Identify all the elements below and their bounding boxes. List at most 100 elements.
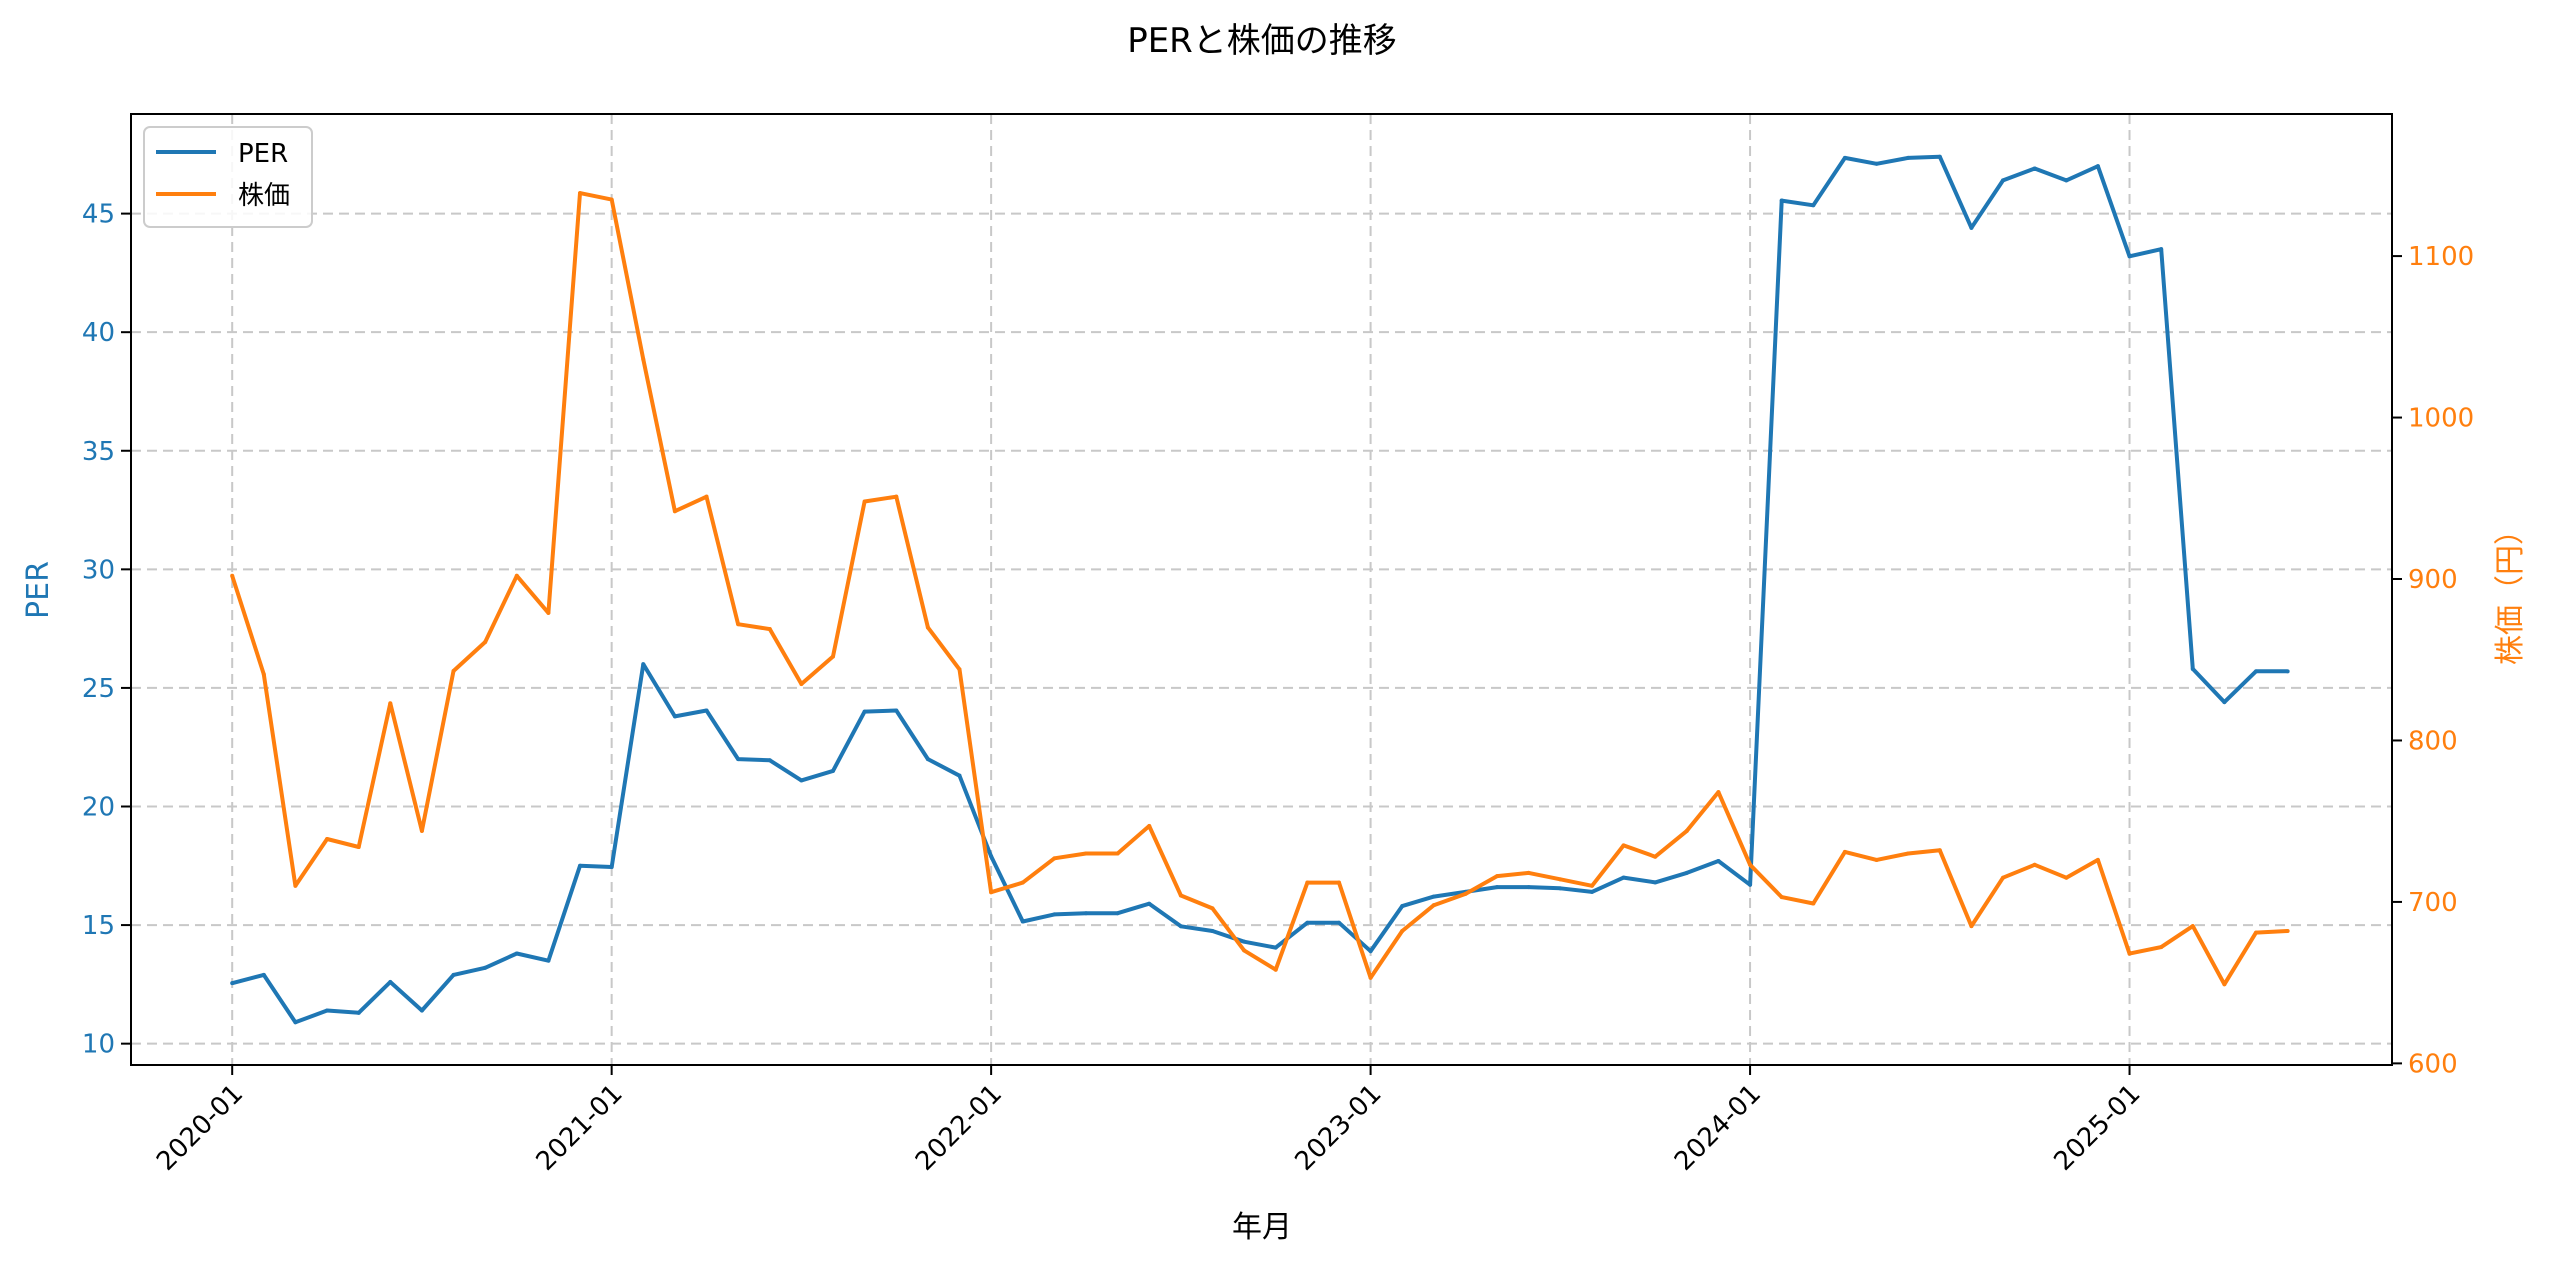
per-point [1083, 911, 1088, 916]
per-point [2032, 166, 2037, 171]
y-tick-label: 15 [82, 911, 115, 941]
price-point [1368, 975, 1373, 980]
price-point [925, 625, 930, 630]
price-point [1589, 883, 1594, 888]
per-point [1621, 875, 1626, 880]
per-point [1684, 870, 1689, 875]
price-point [230, 573, 235, 578]
per-point [261, 972, 266, 977]
price-point [1969, 924, 1974, 929]
plot-frame [130, 113, 2393, 1066]
per-point [1716, 859, 1721, 864]
per-point [419, 1008, 424, 1013]
y-axis-label: PER [21, 561, 56, 619]
per-point [1115, 911, 1120, 916]
price-point [356, 845, 361, 850]
per-point [799, 778, 804, 783]
per-point [894, 708, 899, 713]
price-point [1495, 874, 1500, 879]
price-point [1906, 851, 1911, 856]
y2-tick-label: 800 [2408, 726, 2458, 756]
grid [131, 114, 2392, 1065]
price-point [261, 672, 266, 677]
price-point [831, 654, 836, 659]
x-tick-label: 2022-01 [910, 1079, 1008, 1177]
price-point [419, 828, 424, 833]
y-axis-left: 10 15 20 25 30 35 40 45 [82, 200, 131, 1060]
price-point [862, 499, 867, 504]
per-point [2285, 669, 2290, 674]
price-point [1874, 857, 1879, 862]
per-point [1210, 929, 1215, 934]
per-point [546, 958, 551, 963]
per-point [1431, 894, 1436, 899]
per-point [2254, 669, 2259, 674]
per-point [1495, 885, 1500, 890]
per-point [388, 979, 393, 984]
per-point [1305, 920, 1310, 925]
price-point [2222, 982, 2227, 987]
x-axis-label: 年月 [1232, 1210, 1292, 1245]
per-point [1368, 949, 1373, 954]
per-point [1400, 904, 1405, 909]
price-point [989, 890, 994, 895]
y2-tick-label: 700 [2408, 888, 2458, 918]
y-tick-label: 10 [82, 1030, 115, 1060]
y-tick-label: 35 [82, 437, 115, 467]
per-point [957, 773, 962, 778]
per-point [1273, 945, 1278, 950]
per-point [1178, 924, 1183, 929]
price-point [1052, 856, 1057, 861]
price-point [609, 197, 614, 202]
price-point [2190, 924, 2195, 929]
x-tick-label: 2020-01 [151, 1079, 249, 1177]
price-point [704, 494, 709, 499]
legend-label-per: PER [238, 139, 288, 169]
per-point [483, 965, 488, 970]
price-point [799, 681, 804, 686]
per-point [767, 758, 772, 763]
price-point [293, 883, 298, 888]
per-point [1969, 225, 1974, 230]
per-point [451, 972, 456, 977]
price-point [2001, 875, 2006, 880]
x-tick-label: 2025-01 [2048, 1079, 2146, 1177]
price-point [1115, 851, 1120, 856]
per-point [2127, 254, 2132, 259]
price-point [2127, 951, 2132, 956]
price-point [1431, 903, 1436, 908]
per-point [2190, 666, 2195, 671]
per-point [1336, 920, 1341, 925]
y-tick-label: 45 [82, 200, 115, 230]
price-point [578, 191, 583, 196]
legend-label-price: 株価 [238, 181, 290, 211]
per-point [1526, 885, 1531, 890]
per-point [831, 768, 836, 773]
legend: PER 株価 [143, 126, 313, 228]
per-point [1842, 155, 1847, 160]
per-point [2222, 700, 2227, 705]
y2-tick-label: 600 [2408, 1049, 2458, 1079]
per-point [1052, 912, 1057, 917]
y-axis-right: 600 700 800 900 1000 1100 [2392, 242, 2474, 1079]
x-tick-label: 2021-01 [531, 1079, 629, 1177]
price-point [1463, 891, 1468, 896]
y2-tick-label: 1000 [2408, 404, 2474, 434]
price-point [1716, 790, 1721, 795]
price-point [1621, 843, 1626, 848]
price-point [1336, 880, 1341, 885]
price-point [388, 701, 393, 706]
per-point [293, 1020, 298, 1025]
price-point [894, 494, 899, 499]
price-point [1779, 895, 1784, 900]
price-point [1684, 828, 1689, 833]
series-lines [230, 154, 2290, 1025]
price-point [957, 667, 962, 672]
per-point [356, 1010, 361, 1015]
per-point [1558, 886, 1563, 891]
price-point [1400, 928, 1405, 933]
y2-tick-label: 900 [2408, 565, 2458, 595]
price-line [230, 191, 2288, 987]
price-point [451, 669, 456, 674]
